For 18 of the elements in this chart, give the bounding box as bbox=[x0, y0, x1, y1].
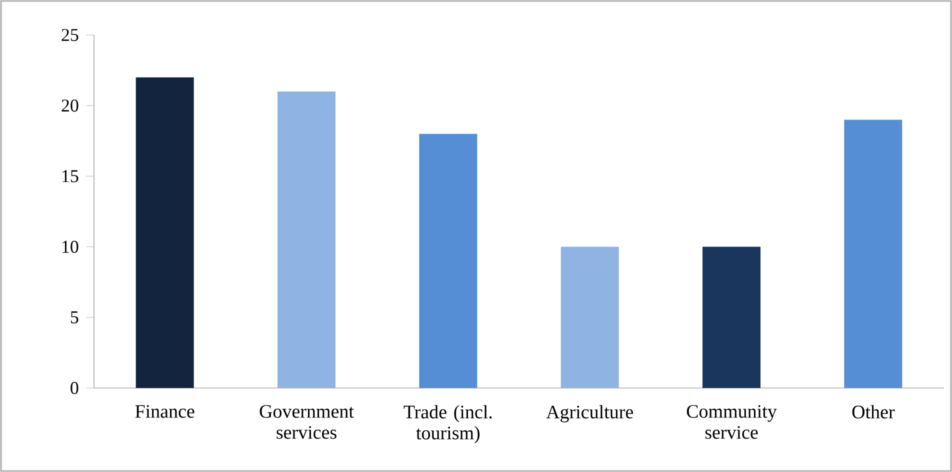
y-tick-label: 5 bbox=[70, 311, 78, 324]
x-tick-label: Agriculture bbox=[546, 405, 633, 422]
bar bbox=[419, 134, 478, 388]
y-tick-label: 25 bbox=[62, 28, 78, 42]
y-tick-label: 10 bbox=[62, 240, 78, 253]
bar bbox=[560, 246, 619, 388]
x-tick-label: Community service bbox=[686, 405, 777, 439]
y-tick-label: 15 bbox=[62, 170, 78, 182]
bar bbox=[702, 246, 761, 388]
bar bbox=[136, 77, 194, 388]
x-tick-label: Trade (incl. tourism) bbox=[404, 405, 492, 444]
y-tick-label: 20 bbox=[62, 100, 78, 112]
bar bbox=[844, 120, 902, 388]
x-tick-label: Government services bbox=[260, 405, 354, 439]
x-tick-label: Finance bbox=[135, 405, 194, 418]
x-tick-label: Other bbox=[852, 405, 895, 418]
y-tick-label: 0 bbox=[70, 382, 78, 394]
bar bbox=[278, 91, 336, 388]
